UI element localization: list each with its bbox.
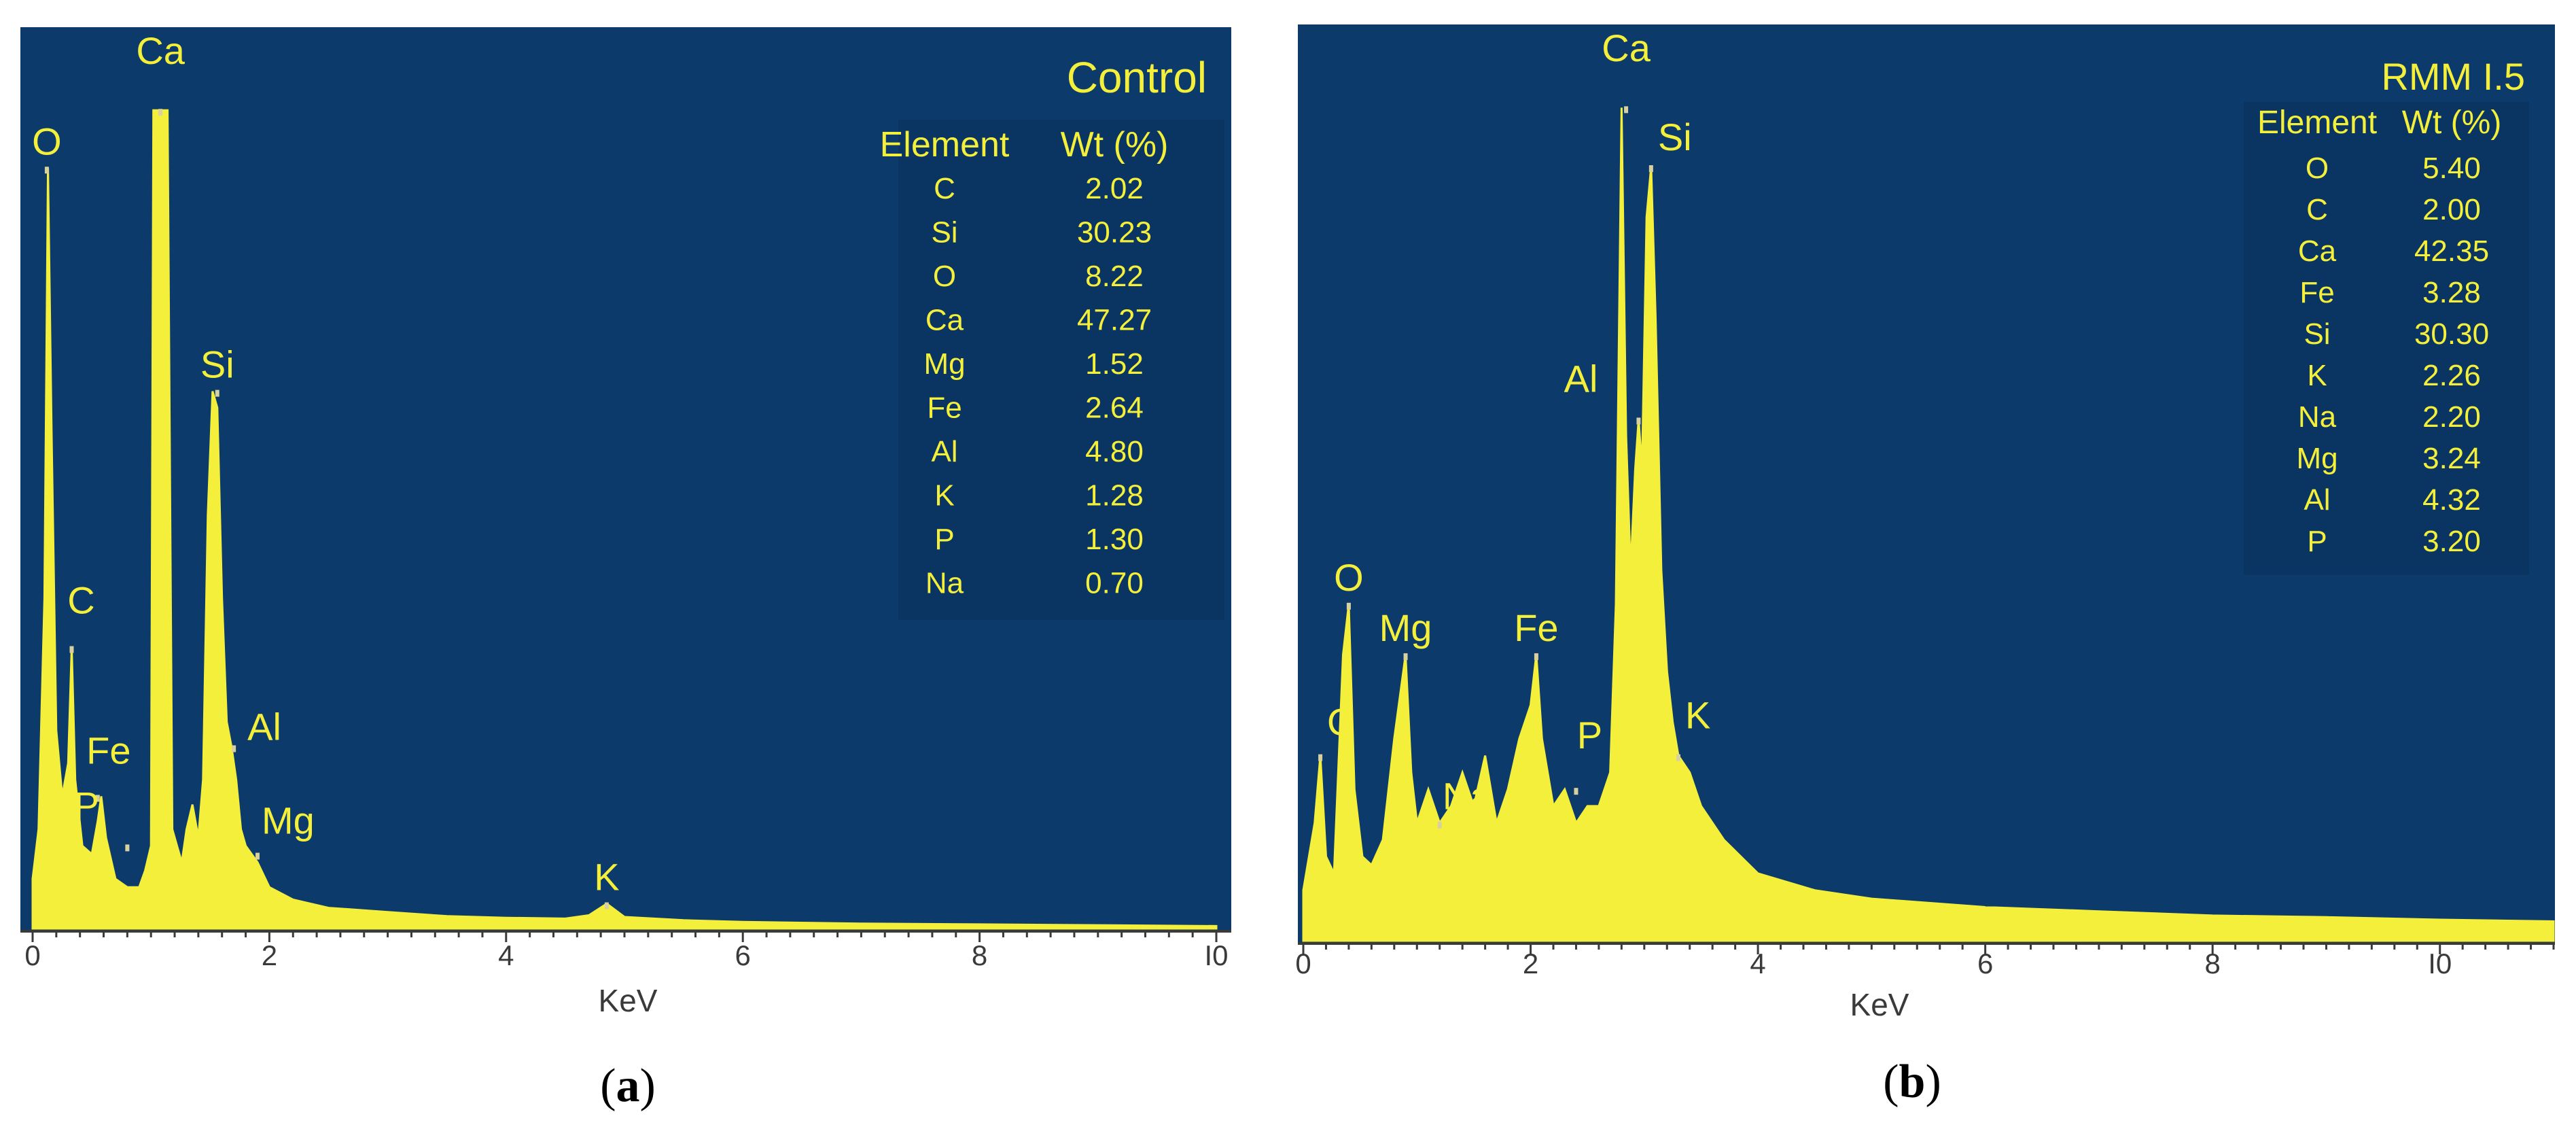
table-cell-wt: 30.30 bbox=[2414, 317, 2489, 351]
x-tick-label: 6 bbox=[735, 939, 751, 971]
table-cell-element: Al bbox=[2304, 483, 2330, 517]
table-cell-element: Mg bbox=[2296, 442, 2337, 475]
table-cell-wt: 2.00 bbox=[2422, 193, 2481, 226]
table-cell-wt: 42.35 bbox=[2414, 235, 2489, 268]
panel-caption: (b) bbox=[1883, 1056, 1941, 1108]
peak-label-al: Al bbox=[247, 705, 281, 748]
table-cell-wt: 5.40 bbox=[2422, 152, 2481, 185]
x-tick-label: 2 bbox=[1523, 948, 1538, 979]
peak-label-si: Si bbox=[200, 343, 234, 386]
spectrum-layer bbox=[31, 109, 1218, 930]
table-cell-wt: 30.23 bbox=[1077, 216, 1152, 249]
x-tick-layer: 0 2 4 6 8 I0 bbox=[24, 931, 1229, 971]
peak-label-c: C bbox=[1327, 701, 1354, 744]
table-cell-wt: 4.32 bbox=[2422, 483, 2481, 517]
x-tick-label: 8 bbox=[972, 939, 987, 971]
table-cell-element: C bbox=[2306, 193, 2328, 226]
peak-label-c: C bbox=[67, 579, 94, 622]
table-cell-element: K bbox=[2307, 359, 2327, 392]
x-axis-label: KeV bbox=[599, 983, 658, 1018]
composition-table: Element Wt (%) O 5.40 C 2.00 Ca 42.35 Fe 3.28 Si 30… bbox=[2244, 102, 2529, 575]
peak-label-p: P bbox=[1577, 714, 1602, 757]
table-cell-wt: 1.52 bbox=[1085, 347, 1144, 381]
table-cell-wt: 2.02 bbox=[1085, 172, 1144, 205]
table-cell-wt: 2.26 bbox=[2422, 359, 2481, 392]
table-cell-wt: 1.28 bbox=[1085, 479, 1144, 513]
spectrum-area bbox=[1302, 107, 2555, 942]
x-tick-label: I0 bbox=[1204, 939, 1228, 971]
panel-control: O Ca Si C Fe P Al Mg K Control Element Wt (%) C 2.0… bbox=[20, 27, 1231, 1112]
peak-label-k: K bbox=[594, 856, 619, 899]
table-cell-element: C bbox=[934, 172, 955, 205]
peak-label-layer: Ca Si Al O Mg Fe C Na P K bbox=[1318, 27, 1710, 829]
table-cell-element: Fe bbox=[2299, 276, 2334, 309]
table-cell-element: O bbox=[933, 260, 956, 293]
table-cell-element: O bbox=[2306, 152, 2329, 185]
composition-table: Element Wt (%) C 2.02 Si 30.23 O 8.22 Ca 47.27 Mg 1… bbox=[880, 120, 1224, 620]
panel-caption: (a) bbox=[600, 1060, 656, 1112]
table-background bbox=[2244, 102, 2529, 575]
x-tick-layer: 0 2 4 6 8 I0 bbox=[1295, 943, 2555, 979]
table-cell-wt: 2.20 bbox=[2422, 400, 2481, 434]
table-cell-wt: 3.20 bbox=[2422, 525, 2481, 558]
caption-letter: a bbox=[616, 1060, 640, 1112]
table-cell-element: P bbox=[2307, 525, 2327, 558]
chart-title: RMM I.5 bbox=[2381, 55, 2525, 98]
table-cell-element: Al bbox=[931, 435, 957, 468]
x-tick-label: 0 bbox=[1295, 948, 1311, 979]
x-tick-label: 2 bbox=[262, 939, 277, 971]
peak-label-mg: Mg bbox=[1379, 606, 1432, 649]
table-header-element: Element bbox=[880, 125, 1010, 164]
table-cell-element: Si bbox=[931, 216, 957, 249]
x-tick-label: 6 bbox=[1977, 948, 1993, 979]
peak-label-al: Al bbox=[1564, 357, 1598, 400]
panel-rmm: Ca Si Al O Mg Fe C Na P K RMM I.5 Element Wt (%) O 5… bbox=[1295, 24, 2555, 1108]
x-axis-label: KeV bbox=[1850, 987, 1909, 1022]
x-tick-label: 0 bbox=[24, 939, 40, 971]
x-tick-label: I0 bbox=[2428, 948, 2452, 979]
table-cell-wt: 1.30 bbox=[1085, 523, 1144, 556]
table-cell-element: Fe bbox=[927, 392, 961, 425]
table-cell-wt: 2.64 bbox=[1085, 392, 1144, 425]
peak-label-ca: Ca bbox=[1602, 27, 1651, 69]
caption-letter: b bbox=[1899, 1056, 1926, 1108]
peak-label-p: P bbox=[74, 784, 99, 827]
table-cell-element: Ca bbox=[925, 304, 964, 337]
x-tick-label: 8 bbox=[2205, 948, 2221, 979]
table-cell-element: Si bbox=[2304, 317, 2330, 351]
peak-label-fe: Fe bbox=[1514, 606, 1558, 649]
table-cell-wt: 0.70 bbox=[1085, 567, 1144, 600]
table-cell-wt: 8.22 bbox=[1085, 260, 1144, 293]
peak-label-si: Si bbox=[1658, 116, 1692, 158]
table-cell-wt: 3.28 bbox=[2422, 276, 2481, 309]
table-cell-wt: 3.24 bbox=[2422, 442, 2481, 475]
peak-label-layer: O Ca Si C Fe P Al Mg K bbox=[32, 29, 620, 909]
table-cell-element: Na bbox=[2298, 400, 2337, 434]
spectrum-layer bbox=[1302, 107, 2555, 942]
x-tick-label: 4 bbox=[498, 939, 514, 971]
table-header-wt: Wt (%) bbox=[2402, 105, 2502, 141]
table-header-element: Element bbox=[2257, 105, 2377, 141]
peak-label-mg: Mg bbox=[262, 799, 315, 842]
table-cell-wt: 47.27 bbox=[1077, 304, 1152, 337]
table-cell-element: P bbox=[934, 523, 954, 556]
spectrum-area bbox=[31, 109, 1218, 930]
table-cell-element: K bbox=[934, 479, 954, 513]
table-cell-wt: 4.80 bbox=[1085, 435, 1144, 468]
peak-label-o: O bbox=[1334, 556, 1364, 599]
table-header-wt: Wt (%) bbox=[1061, 125, 1169, 164]
peak-label-ca: Ca bbox=[136, 29, 185, 72]
chart-title: Control bbox=[1067, 53, 1207, 102]
peak-label-k: K bbox=[1685, 694, 1710, 737]
table-cell-element: Ca bbox=[2298, 235, 2337, 268]
table-cell-element: Mg bbox=[923, 347, 965, 381]
table-cell-element: Na bbox=[925, 567, 964, 600]
peak-label-fe: Fe bbox=[86, 729, 130, 771]
table-background bbox=[898, 120, 1224, 620]
x-tick-label: 4 bbox=[1750, 948, 1765, 979]
peak-label-o: O bbox=[32, 120, 62, 162]
peak-label-na: Na bbox=[1443, 775, 1492, 818]
